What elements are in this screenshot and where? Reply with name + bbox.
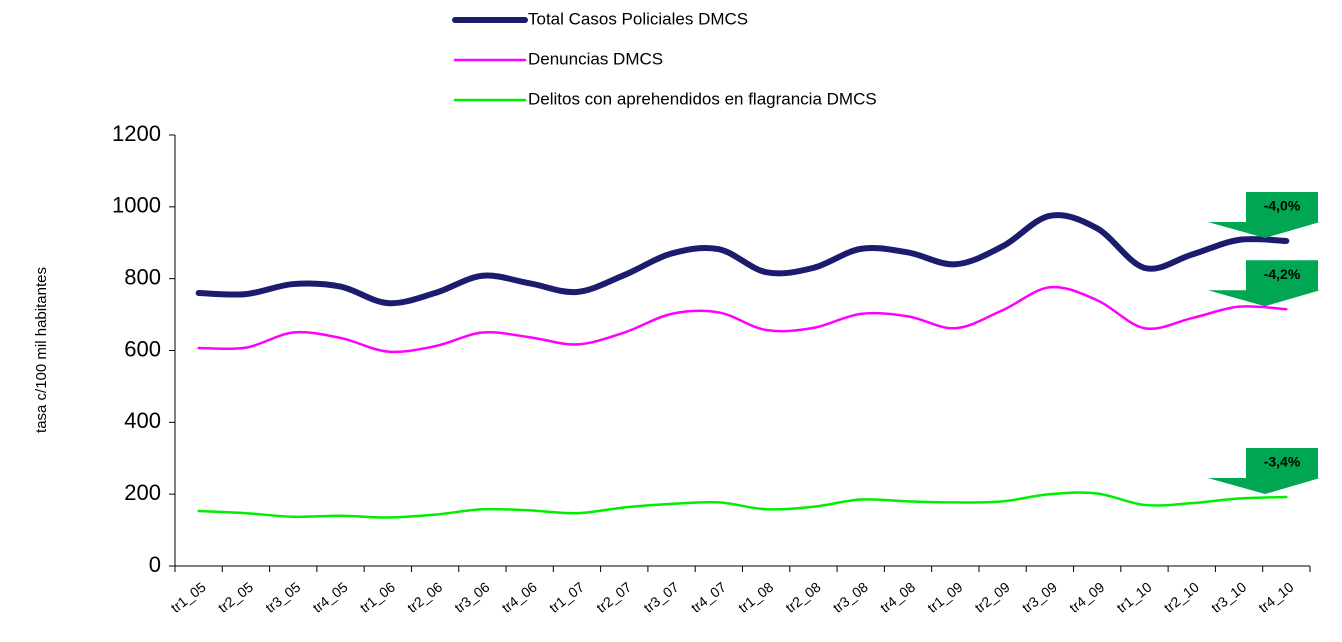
y-axis-label: tasa c/100 mil habitantes bbox=[33, 267, 50, 433]
y-tick-label: 200 bbox=[124, 480, 161, 505]
x-tick-label: tr4_06 bbox=[499, 579, 540, 616]
series-line bbox=[197, 285, 1288, 354]
annotation-label: -4,0% bbox=[1264, 198, 1301, 214]
x-tick-label: tr1_10 bbox=[1113, 579, 1154, 616]
legend-label: Total Casos Policiales DMCS bbox=[528, 9, 748, 28]
arrow bbox=[1208, 191, 1320, 238]
legend-label: Delitos con aprehendidos en flagrancia D… bbox=[528, 89, 877, 108]
change-annotation: -4,0% bbox=[1208, 191, 1320, 238]
x-tick-label: tr1_07 bbox=[546, 579, 587, 616]
x-tick-label: tr2_05 bbox=[215, 579, 256, 616]
x-tick-label: tr3_06 bbox=[451, 579, 492, 616]
x-tick-label: tr3_10 bbox=[1208, 579, 1249, 616]
x-tick-label: tr4_10 bbox=[1255, 579, 1296, 616]
y-tick-label: 0 bbox=[149, 552, 161, 577]
annotation-label: -4,2% bbox=[1264, 266, 1301, 282]
y-tick-label: 400 bbox=[124, 408, 161, 433]
series-line bbox=[197, 491, 1288, 519]
x-tick-label: tr2_07 bbox=[593, 579, 634, 616]
x-tick-label: tr3_08 bbox=[830, 579, 871, 616]
x-tick-label: tr1_08 bbox=[735, 579, 776, 616]
x-tick-label: tr4_07 bbox=[688, 579, 729, 616]
y-tick-label: 800 bbox=[124, 264, 161, 289]
y-tick-label: 600 bbox=[124, 336, 161, 361]
annotation-label: -3,4% bbox=[1264, 454, 1301, 470]
x-tick-label: tr3_07 bbox=[641, 579, 682, 616]
y-tick-label: 1200 bbox=[112, 121, 161, 146]
change-annotation: -3,4% bbox=[1208, 448, 1320, 495]
arrow bbox=[1208, 448, 1320, 495]
x-tick-label: tr3_09 bbox=[1019, 579, 1060, 616]
legend-label: Denuncias DMCS bbox=[528, 49, 663, 68]
x-tick-label: tr3_05 bbox=[262, 579, 303, 616]
x-tick-label: tr4_09 bbox=[1066, 579, 1107, 616]
arrow bbox=[1208, 260, 1320, 307]
x-tick-label: tr1_09 bbox=[924, 579, 965, 616]
x-tick-label: tr4_05 bbox=[310, 579, 351, 616]
x-tick-label: tr1_06 bbox=[357, 579, 398, 616]
x-tick-label: tr4_08 bbox=[877, 579, 918, 616]
y-tick-label: 1000 bbox=[112, 193, 161, 218]
x-tick-label: tr2_09 bbox=[972, 579, 1013, 616]
x-tick-label: tr2_06 bbox=[404, 579, 445, 616]
x-tick-label: tr2_10 bbox=[1161, 579, 1202, 616]
series-line bbox=[195, 212, 1290, 307]
change-annotation: -4,2% bbox=[1208, 260, 1320, 307]
x-tick-label: tr2_08 bbox=[782, 579, 823, 616]
x-tick-label: tr1_05 bbox=[168, 579, 209, 616]
